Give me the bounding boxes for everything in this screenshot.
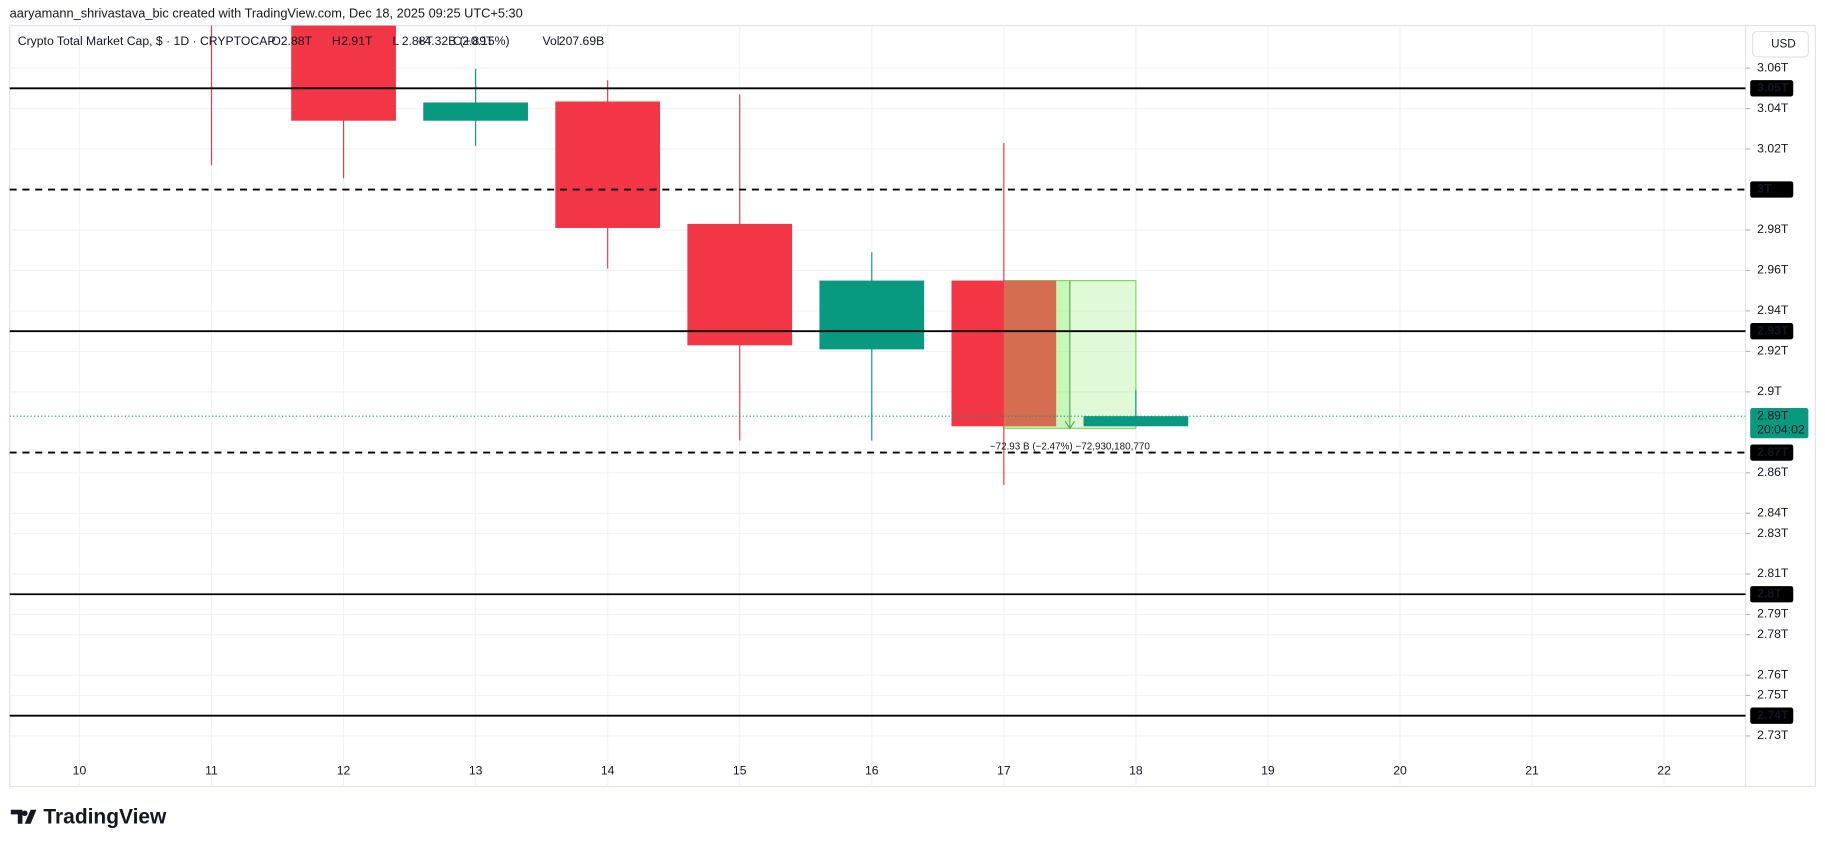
legend-value: 2.88T — [402, 34, 434, 48]
y-tick-label: 3.02T — [1757, 141, 1789, 155]
legend-value: 2.91T — [341, 34, 373, 48]
level-label: 2.74T — [1757, 708, 1789, 722]
y-tick-label: 3.04T — [1757, 101, 1789, 115]
symbol: Crypto Total Market Cap, $ · 1D · CRYPTO… — [18, 34, 276, 48]
measure-label: −72.93 B (−2.47%) −72,930,180,770 — [990, 442, 1151, 453]
x-tick-label: 21 — [1525, 764, 1539, 778]
x-tick-label: 10 — [73, 764, 87, 778]
y-tick-label: 2.78T — [1757, 627, 1789, 641]
level-label: 2.87T — [1757, 445, 1789, 459]
level-label: 2.8T — [1757, 586, 1782, 600]
legend-volume-key: Vol — [543, 34, 560, 48]
x-tick-label: 12 — [337, 764, 351, 778]
level-tag — [1750, 80, 1794, 97]
last-price-label: 2.89T — [1757, 408, 1789, 422]
level-tag — [1750, 323, 1794, 340]
axis: 3.06T 3.04T 3.02T 2.98T 2.96T 2.94T 2.92T 2.9T 2… — [73, 60, 1809, 778]
level-label: 2.93T — [1757, 323, 1789, 337]
y-tick-label: 2.9T — [1757, 384, 1782, 398]
x-tick-label: 15 — [733, 764, 747, 778]
measure-arrowhead — [1064, 421, 1075, 430]
legend-value: 2.88T — [281, 34, 313, 48]
x-tick-label: 19 — [1261, 764, 1275, 778]
legend: O 2.88T H 2.91T L 2.88T C 2.89T+4.32B (+0.15%) V… — [271, 34, 604, 48]
x-tick-label: 20 — [1393, 764, 1407, 778]
logo — [10, 809, 37, 824]
currency[interactable]: USD — [1771, 37, 1796, 50]
y-tick-label: 2.96T — [1757, 263, 1789, 277]
x-tick-label: 11 — [205, 764, 218, 778]
y-tick-label: 2.98T — [1757, 222, 1789, 236]
candle-body — [687, 223, 793, 346]
level-tag — [1750, 181, 1794, 198]
currency-button[interactable] — [1751, 30, 1809, 58]
legend-change: +4.32B (+0.15%) — [417, 34, 509, 48]
x-tick-label: 17 — [997, 764, 1011, 778]
x-tick-label: 13 — [469, 764, 483, 778]
candle-body — [951, 280, 1057, 427]
candle-body — [291, 25, 396, 121]
legend-key: C — [453, 34, 462, 48]
level-label: 3T — [1757, 182, 1772, 196]
x-tick-label: 18 — [1129, 764, 1143, 778]
legend-key: L — [392, 34, 399, 48]
level-tag — [1750, 707, 1794, 724]
x-tick-label: 16 — [865, 764, 879, 778]
level-tag — [1750, 444, 1794, 461]
y-tick-label: 2.92T — [1757, 344, 1789, 358]
y-tick-label: 2.79T — [1757, 607, 1789, 621]
plot — [9, 25, 1746, 717]
y-tick-label: 2.75T — [1757, 688, 1789, 702]
level-tag — [1750, 586, 1794, 603]
y-tick-label: 2.81T — [1757, 566, 1789, 580]
legend-volume: 207.69B — [559, 34, 604, 48]
y-tick-label: 2.86T — [1757, 465, 1789, 479]
y-tick-label: 2.83T — [1757, 526, 1789, 540]
x-tick-label: 14 — [601, 764, 615, 778]
brand: TradingView — [43, 805, 167, 828]
candle-body — [423, 102, 528, 121]
countdown: 20:04:02 — [1757, 422, 1805, 436]
legend-value: 2.89T — [462, 34, 494, 48]
attribution: aaryamann_shrivastava_bic created with T… — [10, 5, 523, 20]
legend-key: H — [332, 34, 341, 48]
y-tick-label: 2.94T — [1757, 303, 1789, 317]
y-tick-label: 2.84T — [1757, 506, 1789, 520]
candle-body — [819, 280, 925, 350]
y-tick-label: 2.76T — [1757, 667, 1789, 681]
legend-key: O — [271, 34, 281, 48]
plot-frame — [9, 25, 1816, 788]
y-tick-label: 3.06T — [1757, 60, 1789, 74]
last-price-tag — [1750, 408, 1809, 439]
candle-body — [1083, 416, 1189, 427]
y-tick-label: 2.73T — [1757, 728, 1789, 742]
candle-body — [555, 101, 661, 228]
x-tick-label: 22 — [1657, 764, 1671, 778]
grid — [9, 25, 1746, 787]
level-label: 3.05T — [1757, 81, 1789, 95]
measure-overlay — [1003, 280, 1070, 429]
